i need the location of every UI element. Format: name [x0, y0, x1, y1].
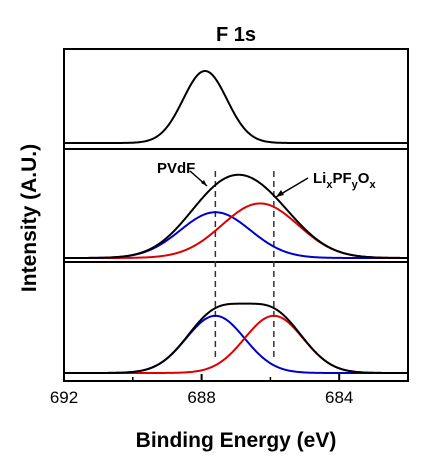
annotation-lixpfyox-part2: PF — [332, 170, 351, 187]
x-ticks: 692 688 684 — [50, 374, 409, 407]
top-panel-black-curve — [64, 69, 408, 144]
bottom-panel-red-curve — [64, 314, 408, 374]
x-axis-label: Binding Energy (eV) — [136, 429, 337, 452]
x-tick-label: 692 — [50, 388, 78, 407]
curves — [64, 69, 408, 374]
annotation-lixpfyox-sub1: x — [326, 179, 333, 191]
middle-panel-blue-curve — [64, 211, 408, 259]
middle-panel-red-curve — [64, 202, 408, 259]
y-axis-label: Intensity (A.U.) — [18, 144, 41, 292]
annotations: PVdF LixPFyOx — [157, 160, 376, 198]
x-tick-label: 688 — [187, 388, 215, 407]
annotation-lixpfyox-sub2: y — [352, 179, 359, 191]
annotation-lixpfyox: LixPFyOx — [313, 170, 376, 191]
annotation-lixpfyox-part3: O — [358, 170, 370, 187]
bottom-panel-black-curve — [64, 302, 408, 374]
annotation-lixpfyox-part1: Li — [313, 170, 326, 187]
lixpfyox-arrow-head — [276, 190, 284, 197]
annotation-lixpfyox-sub3: x — [369, 179, 376, 191]
reference-lines — [214, 171, 275, 359]
annotation-pvdf: PVdF — [157, 160, 195, 177]
middle-panel-black-curve — [64, 173, 408, 259]
pvdf-arrow-head — [201, 180, 207, 186]
x-tick-label: 684 — [325, 388, 353, 407]
bottom-panel-blue-curve — [64, 314, 408, 374]
chart-title: F 1s — [216, 24, 256, 46]
plot-frame — [63, 48, 409, 382]
